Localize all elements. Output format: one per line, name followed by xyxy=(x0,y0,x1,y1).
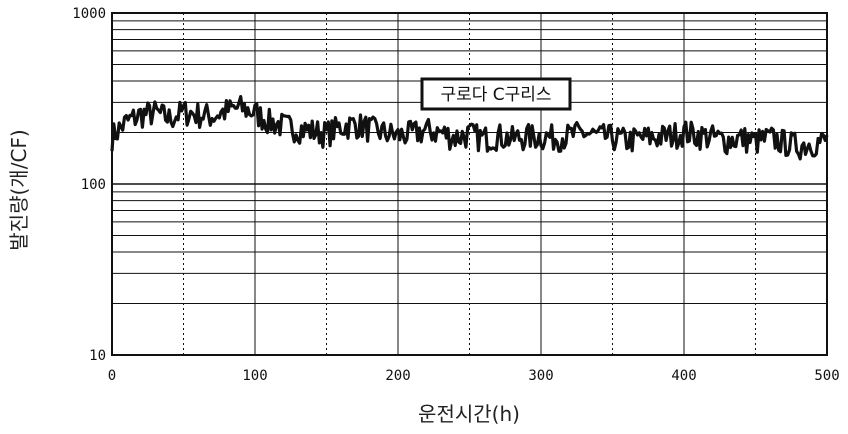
series-line xyxy=(110,94,829,161)
y-tick-label: 100 xyxy=(81,177,106,193)
x-axis-title: 운전시간(h) xyxy=(418,402,520,426)
plot-frame xyxy=(111,12,828,356)
annotation-box: 구로다 C구리스 xyxy=(420,77,572,111)
annotation-frame xyxy=(420,77,572,111)
annotation-label: 구로다 C구리스 xyxy=(440,85,551,105)
y-tick-label: 10 xyxy=(89,348,106,364)
x-tick-label: 0 xyxy=(108,368,116,384)
x-tick-label: 500 xyxy=(814,368,839,384)
y-axis-title: 발진량(개/CF) xyxy=(7,129,31,250)
x-tick-label: 100 xyxy=(242,368,267,384)
y-tick-label: 1000 xyxy=(72,6,106,22)
x-tick-label: 200 xyxy=(385,368,410,384)
grid xyxy=(112,13,827,355)
series-group xyxy=(110,94,829,161)
tick-labels: 0 100 200 300 400 500 10 100 1000 xyxy=(72,6,839,384)
x-tick-label: 300 xyxy=(528,368,553,384)
x-tick-label: 400 xyxy=(671,368,696,384)
